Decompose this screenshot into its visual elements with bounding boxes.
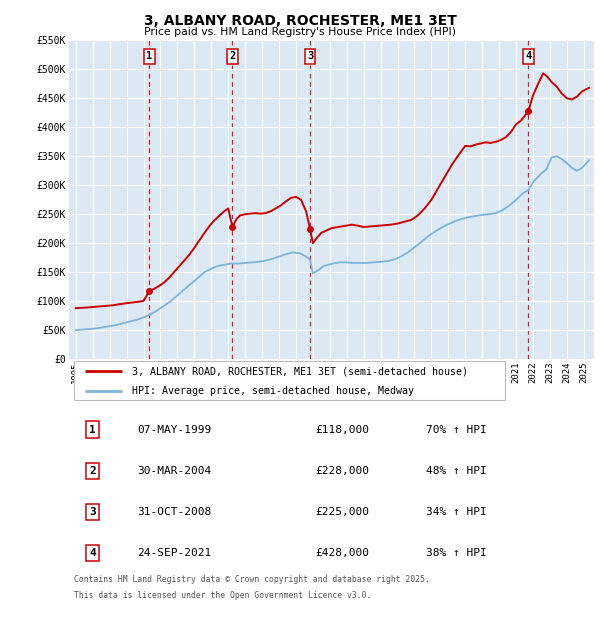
Text: HPI: Average price, semi-detached house, Medway: HPI: Average price, semi-detached house,… [132,386,414,396]
Text: £428,000: £428,000 [316,548,370,558]
Text: 34% ↑ HPI: 34% ↑ HPI [426,507,487,517]
FancyBboxPatch shape [74,361,505,400]
Text: £225,000: £225,000 [316,507,370,517]
Text: 3, ALBANY ROAD, ROCHESTER, ME1 3ET: 3, ALBANY ROAD, ROCHESTER, ME1 3ET [143,14,457,28]
Text: 1: 1 [146,51,152,61]
Text: 30-MAR-2004: 30-MAR-2004 [137,466,212,476]
Text: 07-MAY-1999: 07-MAY-1999 [137,425,212,435]
Text: £228,000: £228,000 [316,466,370,476]
Text: Contains HM Land Registry data © Crown copyright and database right 2025.: Contains HM Land Registry data © Crown c… [74,575,430,585]
Text: 24-SEP-2021: 24-SEP-2021 [137,548,212,558]
Text: 70% ↑ HPI: 70% ↑ HPI [426,425,487,435]
Text: 3: 3 [307,51,313,61]
Text: Price paid vs. HM Land Registry's House Price Index (HPI): Price paid vs. HM Land Registry's House … [144,27,456,37]
Text: £118,000: £118,000 [316,425,370,435]
Text: 31-OCT-2008: 31-OCT-2008 [137,507,212,517]
Text: 2: 2 [89,466,96,476]
Text: 3, ALBANY ROAD, ROCHESTER, ME1 3ET (semi-detached house): 3, ALBANY ROAD, ROCHESTER, ME1 3ET (semi… [132,366,468,376]
Text: This data is licensed under the Open Government Licence v3.0.: This data is licensed under the Open Gov… [74,591,371,600]
Text: 3: 3 [89,507,96,517]
Text: 38% ↑ HPI: 38% ↑ HPI [426,548,487,558]
Text: 1: 1 [89,425,96,435]
Text: 4: 4 [89,548,96,558]
Text: 4: 4 [526,51,532,61]
Text: 48% ↑ HPI: 48% ↑ HPI [426,466,487,476]
Text: 2: 2 [229,51,236,61]
